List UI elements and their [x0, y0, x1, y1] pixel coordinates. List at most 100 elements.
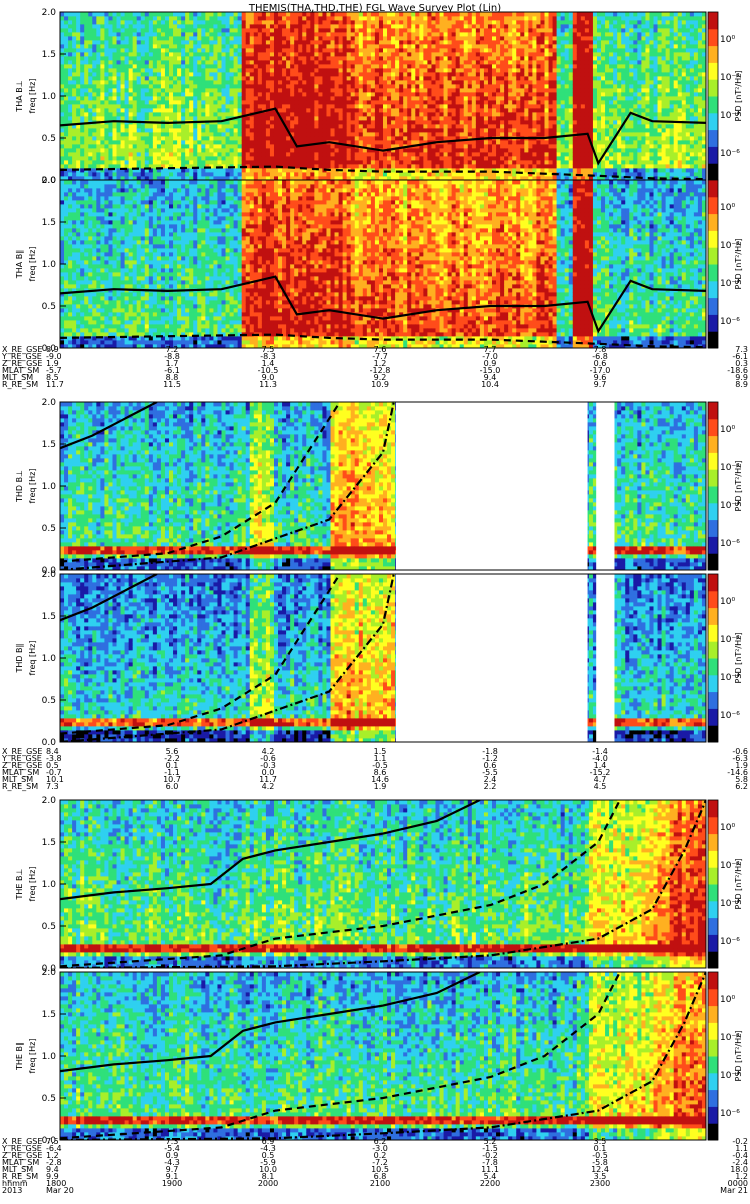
- heatmap-cell: [185, 128, 190, 133]
- heatmap-cell: [128, 28, 134, 33]
- heatmap-cell: [407, 64, 412, 69]
- heatmap-cell: [193, 164, 198, 169]
- heatmap-cell: [60, 64, 65, 69]
- heatmap-cell: [233, 124, 239, 129]
- heatmap-cell: [471, 20, 477, 25]
- heatmap-cell: [253, 40, 259, 45]
- heatmap-cell: [92, 84, 97, 89]
- heatmap-cell: [306, 80, 311, 85]
- heatmap-cell: [516, 176, 521, 180]
- heatmap-cell: [496, 32, 501, 37]
- heatmap-cell: [229, 24, 235, 29]
- heatmap-cell: [241, 72, 247, 77]
- heatmap-cell: [358, 52, 364, 57]
- heatmap-cell: [213, 32, 218, 37]
- heatmap-cell: [366, 100, 372, 105]
- heatmap-cell: [298, 124, 303, 129]
- heatmap-cell: [282, 104, 287, 109]
- heatmap-cell: [512, 92, 517, 97]
- heatmap-cell: [411, 168, 416, 173]
- heatmap-cell: [237, 48, 243, 53]
- heatmap-cell: [278, 52, 283, 57]
- heatmap-cell: [68, 176, 73, 180]
- heatmap-cell: [209, 40, 214, 45]
- heatmap-cell: [528, 112, 533, 117]
- heatmap-cell: [427, 12, 432, 17]
- heatmap-cell: [346, 16, 352, 21]
- heatmap-cell: [237, 60, 243, 65]
- heatmap-cell: [286, 152, 291, 157]
- heatmap-cell: [483, 60, 489, 65]
- heatmap-cell: [269, 24, 275, 29]
- heatmap-cell: [185, 76, 190, 81]
- heatmap-cell: [177, 148, 182, 153]
- heatmap-cell: [346, 32, 352, 37]
- heatmap-cell: [330, 132, 335, 137]
- heatmap-cell: [217, 84, 222, 89]
- heatmap-cell: [104, 132, 109, 137]
- heatmap-cell: [512, 172, 517, 177]
- heatmap-cell: [193, 84, 198, 89]
- heatmap-cell: [177, 172, 182, 177]
- heatmap-cell: [225, 72, 230, 77]
- heatmap-cell: [419, 152, 424, 157]
- heatmap-cell: [310, 172, 315, 177]
- heatmap-cell: [423, 48, 428, 53]
- heatmap-cell: [120, 104, 125, 109]
- heatmap-cell: [487, 68, 493, 73]
- heatmap-cell: [249, 116, 255, 121]
- heatmap-cell: [209, 176, 214, 180]
- heatmap-cell: [346, 24, 352, 29]
- heatmap-cell: [124, 48, 130, 53]
- heatmap-cell: [524, 176, 529, 180]
- heatmap-cell: [229, 108, 235, 113]
- heatmap-cell: [334, 120, 339, 125]
- heatmap-cell: [169, 108, 174, 113]
- heatmap-cell: [100, 96, 105, 101]
- heatmap-cell: [330, 28, 335, 33]
- heatmap-cell: [181, 56, 186, 61]
- heatmap-cell: [451, 84, 457, 89]
- heatmap-cell: [532, 152, 537, 157]
- heatmap-cell: [504, 100, 509, 105]
- heatmap-cell: [496, 100, 501, 105]
- heatmap-cell: [68, 92, 73, 97]
- heatmap-cell: [528, 124, 533, 129]
- heatmap-cell: [407, 28, 412, 33]
- heatmap-cell: [124, 56, 130, 61]
- heatmap-cell: [64, 124, 69, 129]
- heatmap-cell: [253, 16, 259, 21]
- heatmap-cell: [391, 12, 396, 17]
- heatmap-cell: [148, 100, 154, 105]
- heatmap-cell: [310, 12, 315, 17]
- heatmap-cell: [290, 56, 295, 61]
- heatmap-cell: [471, 152, 477, 157]
- heatmap-cell: [467, 96, 473, 101]
- heatmap-cell: [269, 120, 275, 125]
- heatmap-cell: [358, 160, 364, 165]
- heatmap-cell: [201, 100, 206, 105]
- heatmap-cell: [399, 68, 404, 73]
- heatmap-cell: [181, 48, 186, 53]
- heatmap-cell: [80, 76, 85, 81]
- heatmap-cell: [120, 148, 125, 153]
- heatmap-cell: [512, 40, 517, 45]
- heatmap-cell: [383, 92, 388, 97]
- heatmap-cell: [395, 36, 400, 41]
- heatmap-cell: [225, 84, 230, 89]
- heatmap-cell: [387, 52, 392, 57]
- heatmap-cell: [140, 60, 146, 65]
- heatmap-cell: [326, 108, 331, 113]
- heatmap-cell: [185, 28, 190, 33]
- heatmap-cell: [435, 132, 440, 137]
- heatmap-cell: [181, 44, 186, 49]
- heatmap-cell: [257, 144, 263, 149]
- heatmap-cell: [362, 72, 368, 77]
- heatmap-cell: [350, 44, 356, 49]
- heatmap-cell: [225, 172, 230, 177]
- heatmap-cell: [68, 72, 73, 77]
- heatmap-cell: [185, 116, 190, 121]
- heatmap-cell: [463, 100, 469, 105]
- heatmap-cell: [318, 168, 323, 173]
